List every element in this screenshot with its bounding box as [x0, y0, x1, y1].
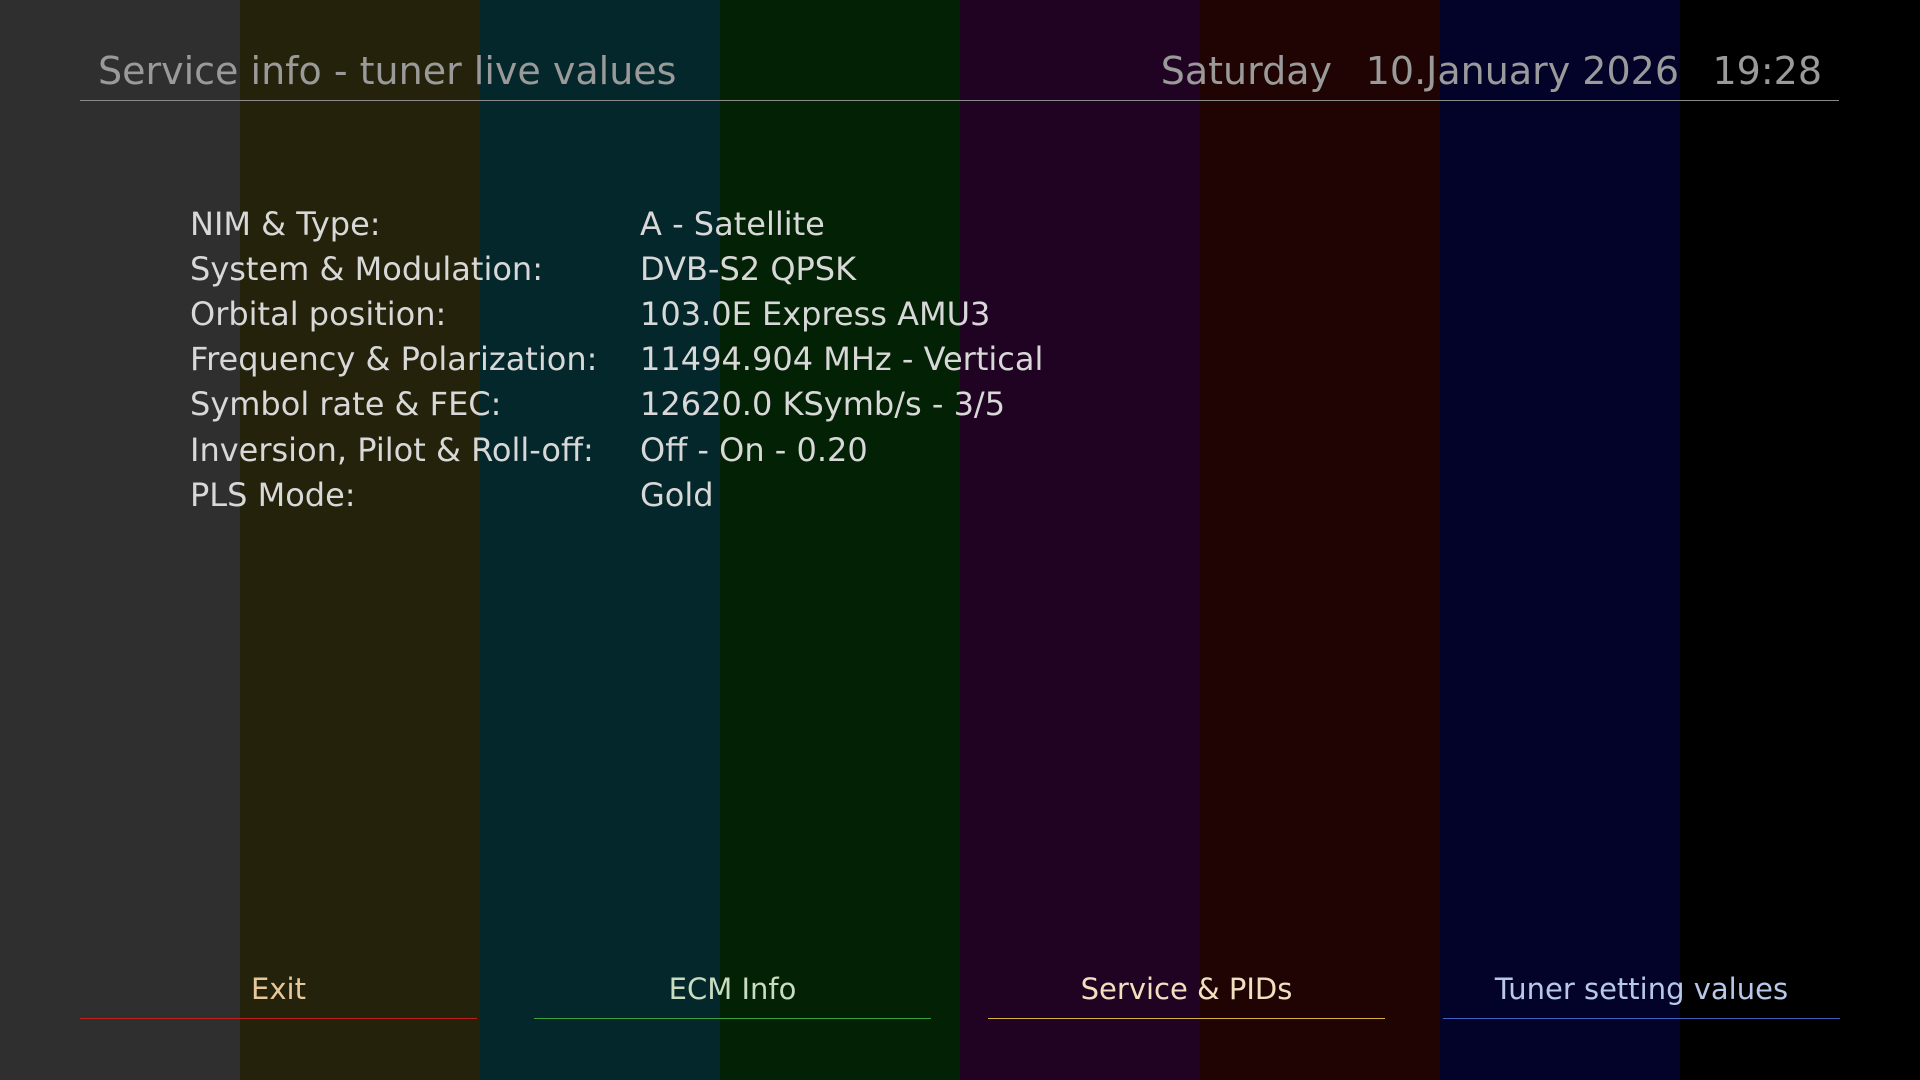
info-value: Gold — [640, 475, 714, 514]
info-value: 12620.0 KSymb/s - 3/5 — [640, 385, 1006, 424]
info-label: Orbital position: — [190, 295, 447, 334]
day: Saturday — [1160, 49, 1332, 93]
info-label: NIM & Type: — [190, 205, 381, 243]
info-value: 11494.904 MHz - Vertical — [640, 340, 1044, 379]
info-label: Inversion, Pilot & Roll-off: — [190, 430, 594, 469]
info-value: A - Satellite — [640, 205, 825, 243]
date: 10.January 2026 — [1365, 49, 1679, 93]
info-label: PLS Mode: — [190, 475, 356, 514]
time: 19:28 — [1712, 49, 1822, 93]
info-value: 103.0E Express AMU3 — [640, 295, 991, 334]
button[interactable]: ECM Info — [534, 975, 931, 1019]
header-line — [80, 100, 1839, 101]
info-label: Frequency & Polarization: — [190, 340, 598, 379]
info-value: Off - On - 0.20 — [640, 430, 868, 469]
info-value: DVB-S2 QPSK — [640, 250, 857, 289]
info-label: System & Modulation: — [190, 250, 543, 289]
title: Service info - tuner live values — [98, 49, 677, 93]
button[interactable]: Tuner setting values — [1443, 975, 1840, 1019]
button[interactable]: Exit — [80, 975, 477, 1019]
button[interactable]: Service & PIDs — [988, 975, 1385, 1019]
info-label: Symbol rate & FEC: — [190, 385, 502, 424]
